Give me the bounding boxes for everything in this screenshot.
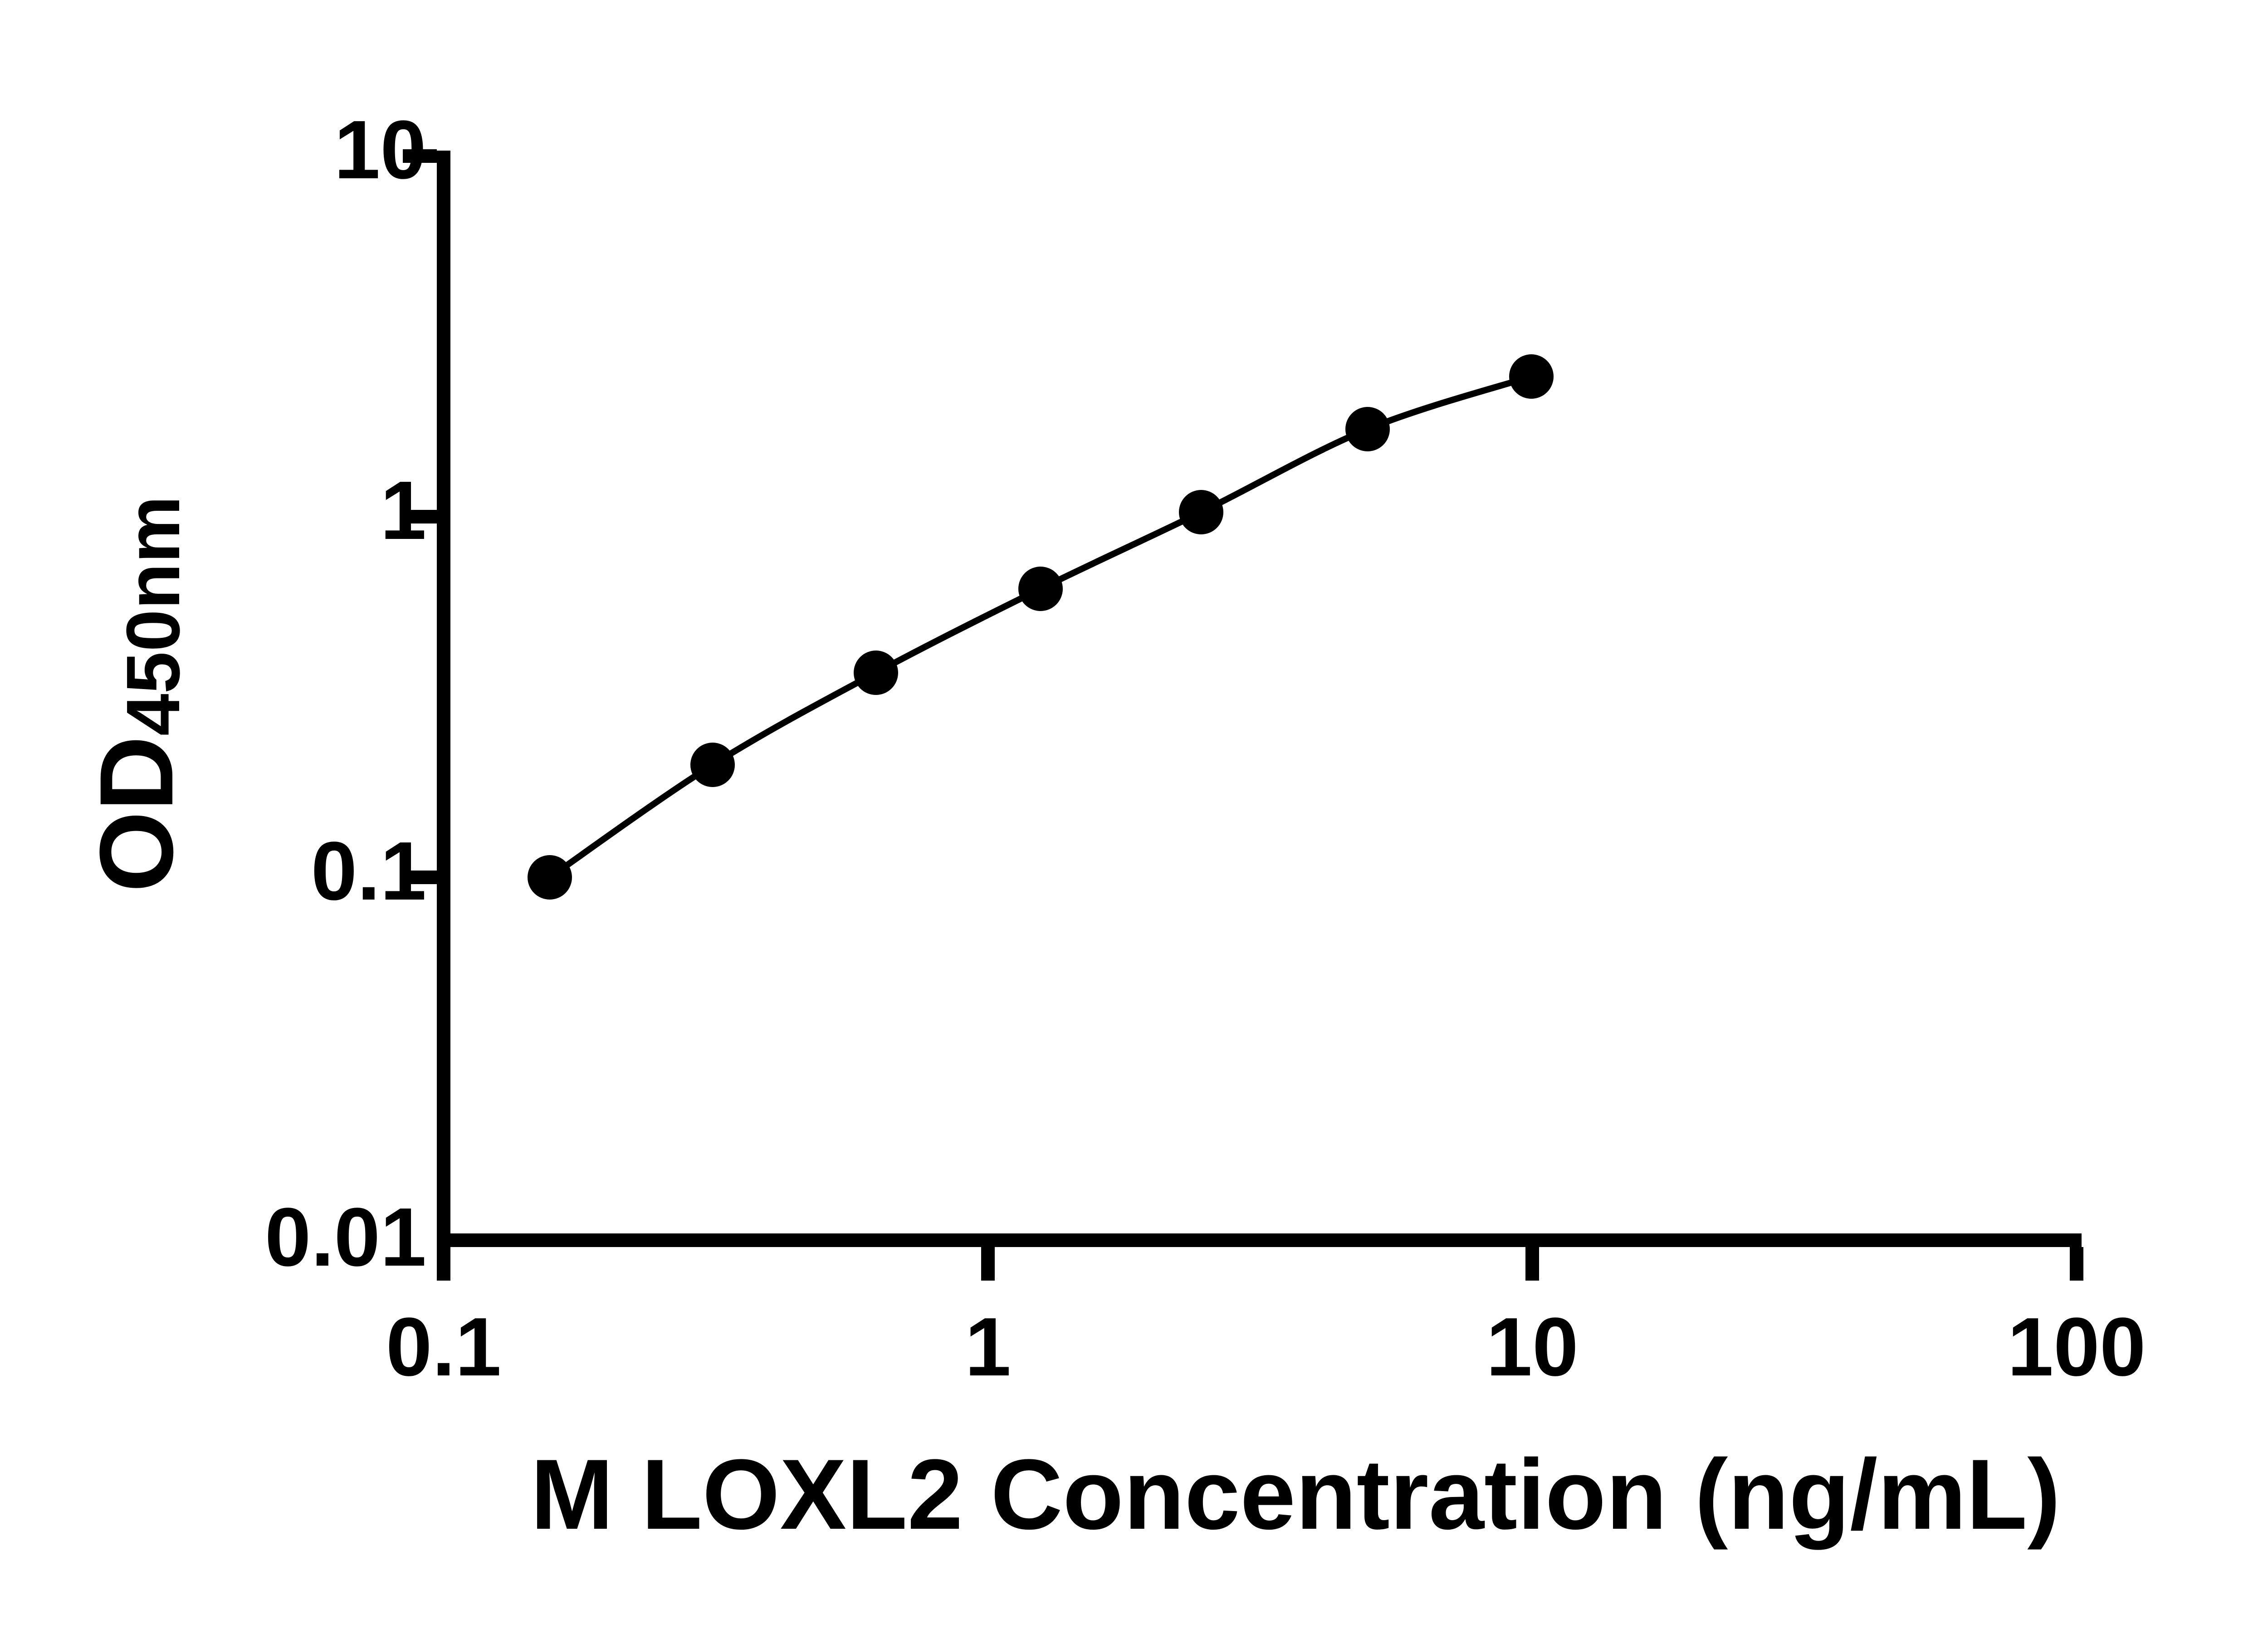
svg-text:0.01: 0.01 xyxy=(265,1190,426,1283)
svg-text:1: 1 xyxy=(380,464,426,557)
svg-text:100: 100 xyxy=(2007,1300,2146,1393)
svg-text:1: 1 xyxy=(965,1300,1011,1393)
svg-text:M LOXL2 Concentration (ng/mL): M LOXL2 Concentration (ng/mL) xyxy=(530,1438,2060,1550)
svg-text:0.1: 0.1 xyxy=(386,1300,501,1393)
svg-text:0.1: 0.1 xyxy=(311,824,426,917)
svg-text:10: 10 xyxy=(334,103,426,196)
svg-text:10: 10 xyxy=(1486,1300,1579,1393)
